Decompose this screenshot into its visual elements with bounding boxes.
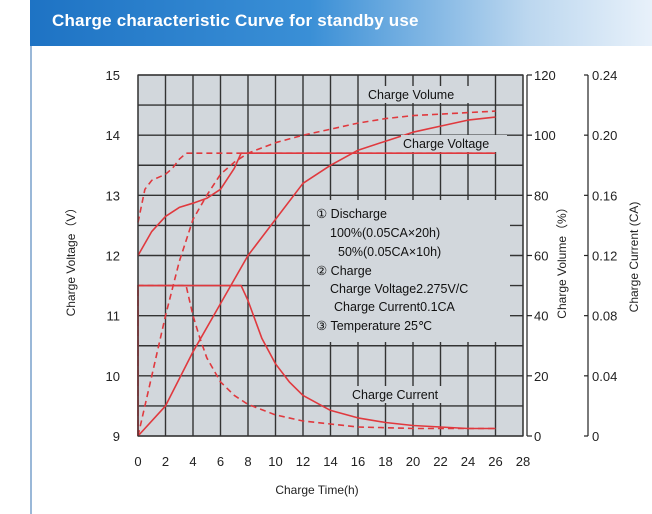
x-tick-label: 12 — [296, 454, 310, 469]
page-title: Charge characteristic Curve for standby … — [52, 11, 419, 30]
annotation-box: ① Discharge 100%(0.05CA×20h) 50%(0.05CA×… — [310, 200, 510, 342]
x-tick-label: 16 — [351, 454, 365, 469]
header-banner: Charge characteristic Curve for standby … — [30, 0, 652, 46]
volume-axis-title: Charge Volume（%） — [555, 201, 569, 318]
current-tick-label: 0.24 — [592, 68, 617, 83]
volume-curve-solid — [137, 116, 496, 437]
current-tick-label: 0.20 — [592, 128, 617, 143]
current-label-bg — [350, 386, 455, 403]
left-axis-ticks: 9 10 11 12 13 14 15 — [106, 68, 120, 444]
current-tick-label: 0.12 — [592, 249, 617, 264]
current-axis: 0 0.04 0.08 0.12 0.16 0.20 0.24 — [584, 68, 617, 444]
x-tick-label: 28 — [516, 454, 530, 469]
left-tick-label: 13 — [106, 188, 120, 203]
x-tick-label: 10 — [268, 454, 282, 469]
left-tick-label: 14 — [106, 128, 120, 143]
current-axis-title: Charge Current (CA) — [627, 202, 641, 313]
current-curve-label: Charge Current — [352, 388, 439, 402]
x-tick-label: 24 — [461, 454, 475, 469]
x-tick-label: 6 — [217, 454, 224, 469]
volume-tick-label: 0 — [534, 429, 541, 444]
volume-tick-label: 100 — [534, 128, 556, 143]
current-tick-label: 0 — [592, 429, 599, 444]
annotation-bg — [310, 200, 510, 342]
volume-tick-label: 80 — [534, 188, 548, 203]
left-tick-label: 9 — [113, 429, 120, 444]
volume-tick-label: 120 — [534, 68, 556, 83]
annotation-line: ② Charge — [316, 264, 372, 278]
x-tick-label: 20 — [406, 454, 420, 469]
annotation-line: Charge Current0.1CA — [334, 300, 456, 314]
voltage-curve-solid — [137, 152, 496, 256]
x-tick-label: 8 — [244, 454, 251, 469]
volume-tick-label: 40 — [534, 309, 548, 324]
left-tick-label: 10 — [106, 369, 120, 384]
volume-axis: 0 20 40 60 80 100 120 — [526, 68, 556, 444]
current-curve-solid — [137, 284, 496, 436]
current-tick-label: 0.16 — [592, 188, 617, 203]
x-tick-label: 0 — [134, 454, 141, 469]
current-tick-label: 0.04 — [592, 369, 617, 384]
current-curve-dashed — [137, 284, 496, 436]
x-tick-label: 2 — [162, 454, 169, 469]
x-tick-label: 4 — [189, 454, 196, 469]
current-tick-label: 0.08 — [592, 309, 617, 324]
x-tick-label: 22 — [433, 454, 447, 469]
x-axis-ticks: 0 2 4 6 8 10 12 14 16 18 20 22 24 26 28 — [134, 454, 530, 469]
left-tick-label: 12 — [106, 249, 120, 264]
plot-frame — [137, 74, 524, 437]
left-axis-title: Charge Voltage（V） — [64, 202, 78, 317]
volume-curve-label: Charge Volume — [368, 88, 454, 102]
annotation-line: ① Discharge — [316, 207, 387, 221]
voltage-curve-dashed — [137, 152, 496, 223]
annotation-line: 100%(0.05CA×20h) — [330, 226, 440, 240]
annotation-line: Charge Voltage2.275V/C — [330, 282, 468, 296]
left-tick-label: 15 — [106, 68, 120, 83]
left-tick-label: 11 — [107, 309, 121, 324]
annotation-line: ③ Temperature 25℃ — [316, 319, 432, 333]
x-tick-label: 14 — [323, 454, 337, 469]
x-tick-label: 18 — [378, 454, 392, 469]
volume-label-bg — [366, 86, 470, 103]
left-divider — [30, 46, 32, 514]
voltage-label-bg — [401, 135, 507, 152]
series-group — [137, 110, 496, 437]
voltage-curve-label: Charge Voltage — [403, 137, 489, 151]
volume-curve-dashed — [137, 110, 496, 437]
x-tick-label: 26 — [488, 454, 502, 469]
x-axis-title: Charge Time(h) — [275, 483, 358, 497]
volume-tick-label: 20 — [534, 369, 548, 384]
volume-tick-label: 60 — [534, 249, 548, 264]
annotation-line: 50%(0.05CA×10h) — [338, 245, 441, 259]
